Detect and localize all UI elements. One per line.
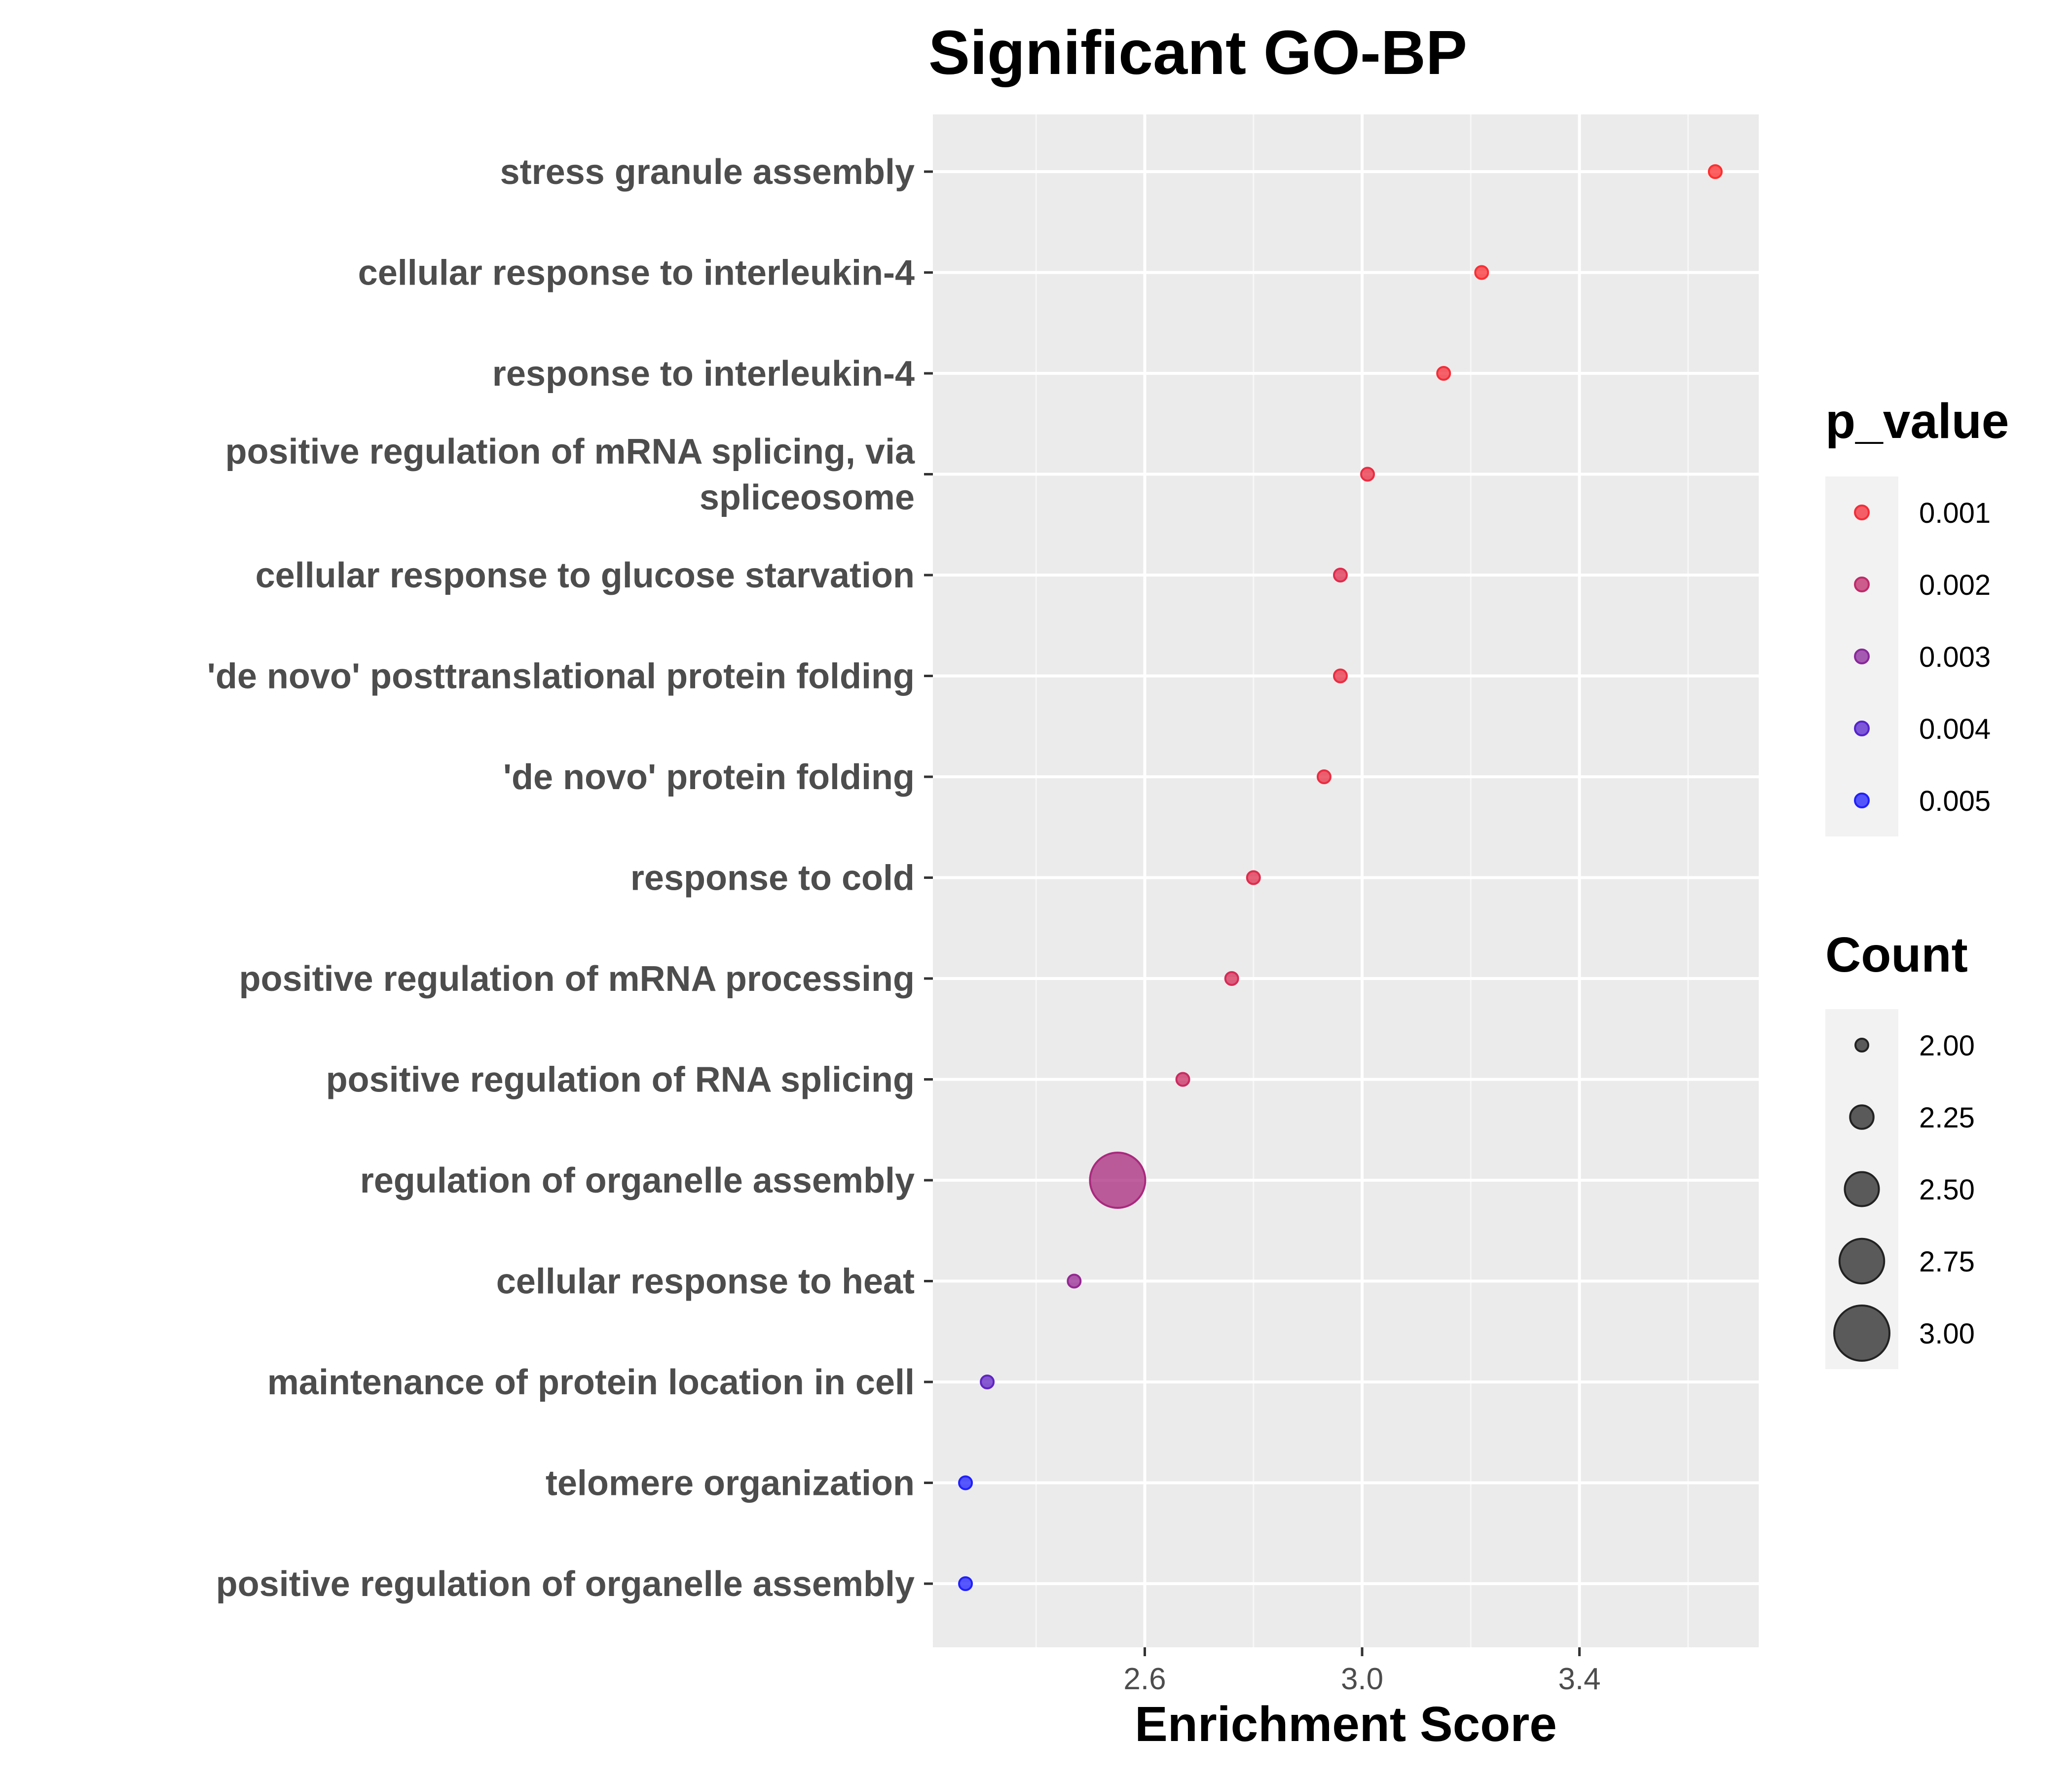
data-point <box>1316 769 1332 784</box>
chart-title: Significant GO-BP <box>928 18 1467 87</box>
y-axis: stress granule assembly cellular response… <box>207 152 933 1604</box>
data-point <box>1089 1152 1147 1209</box>
data-point <box>1707 164 1723 179</box>
data-point <box>958 1475 973 1490</box>
legend-p-value-title: p_value <box>1825 394 2009 449</box>
legend-p-value: p_value 0.001 0.002 0.003 0.004 0.005 <box>1825 394 2009 836</box>
y-tick-label: response to interleukin-4 <box>492 354 915 394</box>
legend-p-value-label: 0.005 <box>1919 785 1991 817</box>
data-point <box>1332 568 1348 582</box>
x-axis-title: Enrichment Score <box>1135 1697 1557 1752</box>
y-tick-label: stress granule assembly <box>500 152 915 192</box>
legend-count-title: Count <box>1825 927 1968 982</box>
y-tick-label: 'de novo' protein folding <box>503 758 915 797</box>
y-tick-label: maintenance of protein location in cell <box>267 1363 915 1402</box>
data-point <box>1175 1072 1190 1087</box>
data-point <box>1436 366 1451 381</box>
data-point <box>980 1375 995 1389</box>
legend-count-swatch <box>1838 1237 1886 1285</box>
data-point <box>958 1576 973 1591</box>
legend-count: Count 2.00 2.25 2.50 2.75 3.00 <box>1825 927 1975 1369</box>
data-point <box>1246 870 1261 885</box>
y-tick-label: regulation of organelle assembly <box>360 1161 915 1200</box>
data-point <box>1474 265 1489 280</box>
legend-p-value-swatch <box>1854 505 1870 520</box>
data-point <box>1067 1273 1082 1289</box>
legend-p-value-label: 0.004 <box>1919 713 1991 745</box>
legend-count-swatch <box>1854 1038 1869 1052</box>
legend-count-label: 2.50 <box>1919 1174 1975 1206</box>
y-tick-label: response to cold <box>630 859 915 898</box>
legend-count-label: 2.75 <box>1919 1246 1975 1278</box>
legend-p-value-swatch <box>1854 577 1870 592</box>
legend-count-label: 3.00 <box>1919 1318 1975 1350</box>
legend-p-value-label: 0.001 <box>1919 497 1991 529</box>
legend-count-swatch <box>1833 1305 1890 1362</box>
legend-p-value-label: 0.002 <box>1919 569 1991 601</box>
legend-p-value-swatch <box>1854 721 1870 736</box>
y-tick-label: 'de novo' posttranslational protein fold… <box>207 657 915 696</box>
y-tick-label: telomere organization <box>546 1464 915 1503</box>
legend-p-value-label: 0.003 <box>1919 641 1991 673</box>
y-tick-label: cellular response to glucose starvation <box>256 556 915 595</box>
grid-minor <box>1035 114 1689 1647</box>
legend-p-value-swatch <box>1854 793 1870 808</box>
data-point <box>1332 668 1348 684</box>
y-tick-label: positive regulation of RNA splicing <box>326 1060 915 1100</box>
data-point <box>1224 971 1239 986</box>
data-points <box>958 164 1723 1591</box>
y-tick-label: cellular response to heat <box>496 1262 915 1302</box>
legend-count-label: 2.00 <box>1919 1030 1975 1062</box>
x-tick-label: 3.4 <box>1558 1662 1600 1696</box>
y-tick-label: positive regulation of mRNA splicing, vi… <box>225 432 915 517</box>
y-tick-label: positive regulation of organelle assembl… <box>216 1564 915 1604</box>
x-axis: 2.6 3.0 3.4 <box>1123 1647 1601 1696</box>
legend-count-swatch <box>1844 1171 1880 1207</box>
legend-count-label: 2.25 <box>1919 1102 1975 1134</box>
plot-panel <box>933 114 1759 1647</box>
x-tick-label: 2.6 <box>1123 1662 1166 1696</box>
data-point <box>1360 467 1375 482</box>
y-tick-label: positive regulation of mRNA processing <box>239 959 915 999</box>
y-tick-label: cellular response to interleukin-4 <box>358 254 915 293</box>
x-tick-label: 3.0 <box>1341 1662 1383 1696</box>
legend-count-swatch <box>1849 1104 1875 1130</box>
legend-p-value-swatch <box>1854 649 1870 664</box>
